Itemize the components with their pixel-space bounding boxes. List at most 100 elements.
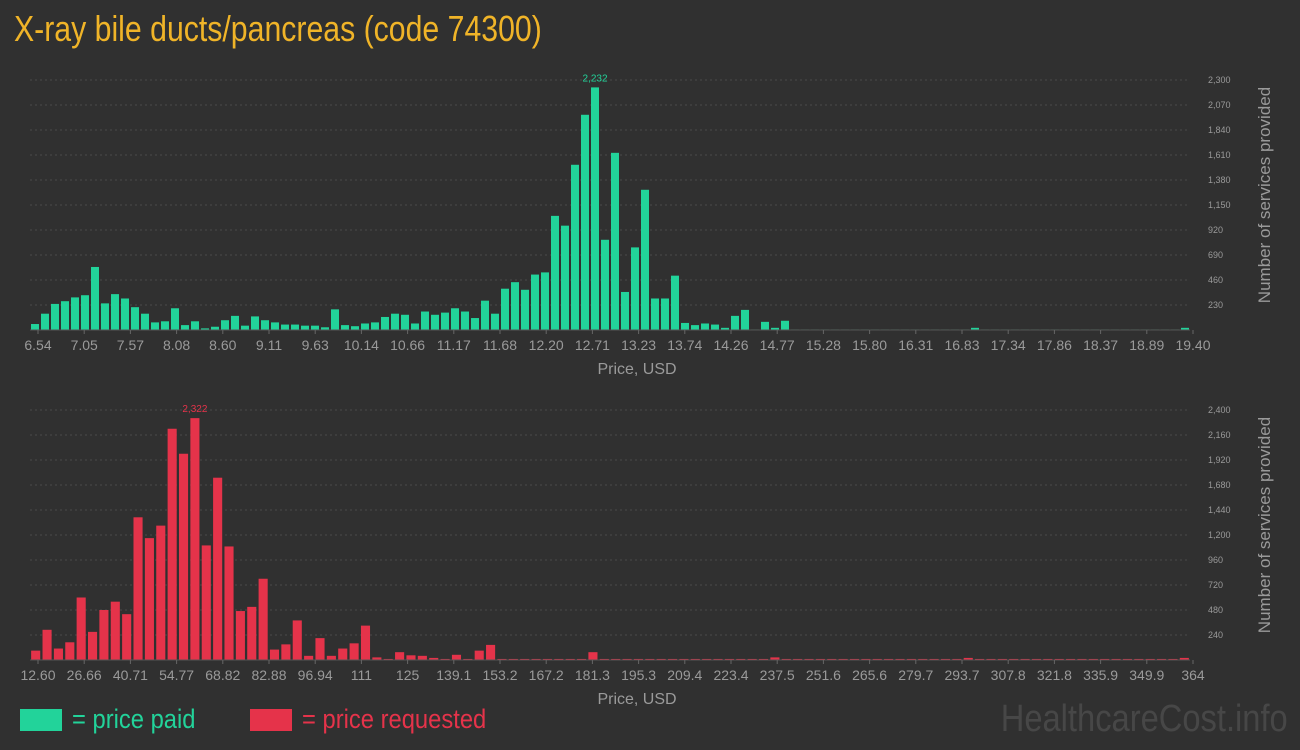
- bar: [971, 327, 979, 330]
- bar: [281, 324, 289, 330]
- bar: [701, 323, 709, 330]
- x-tick-label: 10.66: [390, 337, 425, 353]
- bar: [141, 313, 149, 330]
- bar: [690, 658, 700, 660]
- x-tick-label: 335.9: [1083, 667, 1118, 683]
- bar: [747, 658, 757, 660]
- x-tick-label: 9.63: [302, 337, 329, 353]
- x-tick-label: 8.60: [209, 337, 236, 353]
- y-tick-label: 230: [1208, 300, 1223, 310]
- bar: [338, 648, 348, 660]
- bar: [111, 294, 119, 330]
- bar: [771, 327, 779, 330]
- x-tick-label: 7.05: [71, 337, 98, 353]
- bar: [491, 313, 499, 330]
- bar: [520, 658, 530, 660]
- x-tick-label: 18.37: [1083, 337, 1118, 353]
- bar: [611, 658, 621, 660]
- bar: [611, 152, 619, 330]
- bar: [321, 327, 329, 330]
- x-tick-label: 251.6: [806, 667, 841, 683]
- bar: [88, 631, 98, 660]
- bar: [131, 307, 139, 330]
- bar: [521, 289, 529, 330]
- x-tick-label: 12.71: [575, 337, 610, 353]
- bar: [201, 545, 211, 660]
- bar: [211, 326, 219, 330]
- x-tick-label: 54.77: [159, 667, 194, 683]
- x-tick-label: 7.57: [117, 337, 144, 353]
- x-tick-label: 195.3: [621, 667, 656, 683]
- x-tick-label: 82.88: [251, 667, 286, 683]
- bar: [122, 614, 132, 660]
- x-tick-label: 16.83: [944, 337, 979, 353]
- bar: [599, 658, 609, 660]
- bar: [963, 657, 973, 660]
- x-tick-label: 96.94: [298, 667, 333, 683]
- x-tick-label: 16.31: [898, 337, 933, 353]
- bar: [247, 606, 257, 660]
- bar: [702, 658, 712, 660]
- bar: [372, 657, 382, 660]
- bar: [497, 658, 507, 660]
- bar: [292, 620, 302, 660]
- bar: [1054, 658, 1064, 660]
- bar: [429, 657, 439, 660]
- bar: [42, 629, 52, 660]
- bar: [1020, 658, 1030, 660]
- bar: [793, 658, 803, 660]
- bar: [474, 650, 484, 660]
- x-tick-label: 167.2: [529, 667, 564, 683]
- x-tick-label: 349.9: [1129, 667, 1164, 683]
- bar: [181, 325, 189, 330]
- bar: [81, 295, 89, 330]
- bar: [451, 654, 462, 660]
- legend-swatch-requested: [250, 708, 292, 731]
- bar: [713, 658, 723, 660]
- y-tick-label: 1,610: [1208, 150, 1231, 160]
- max-value-label: 2,232: [582, 73, 607, 84]
- x-tick-label: 12.20: [529, 337, 564, 353]
- x-tick-label: 6.54: [24, 337, 51, 353]
- bar: [631, 247, 639, 330]
- x-tick-label: 12.60: [20, 667, 55, 683]
- x-tick-label: 8.08: [163, 337, 190, 353]
- bar: [656, 658, 666, 660]
- y-tick-label: 690: [1208, 250, 1223, 260]
- y-tick-label: 2,070: [1208, 100, 1231, 110]
- bar: [360, 625, 371, 660]
- bar: [463, 658, 473, 660]
- bar: [156, 525, 166, 660]
- bar: [76, 597, 86, 660]
- bar: [952, 658, 962, 660]
- bar: [99, 610, 109, 660]
- bar: [371, 322, 379, 330]
- x-tick-label: 13.74: [667, 337, 702, 353]
- y-tick-label: 1,840: [1208, 125, 1231, 135]
- bar: [53, 648, 63, 660]
- bar: [71, 297, 79, 330]
- bar: [191, 321, 199, 330]
- bar: [251, 316, 259, 330]
- bar: [872, 658, 882, 660]
- x-tick-label: 18.89: [1129, 337, 1164, 353]
- bar: [1157, 658, 1167, 660]
- bar: [588, 652, 598, 660]
- bar: [906, 658, 916, 660]
- bar: [31, 324, 39, 330]
- bar: [421, 311, 429, 330]
- bar: [161, 321, 169, 330]
- x-tick-label: 19.40: [1175, 337, 1210, 353]
- bar: [681, 322, 689, 330]
- bar: [940, 658, 951, 660]
- bar: [51, 303, 59, 330]
- x-tick-label: 14.26: [713, 337, 748, 353]
- bar: [929, 658, 939, 660]
- bar: [61, 301, 69, 330]
- bar: [511, 282, 519, 330]
- bar: [1100, 658, 1110, 660]
- y-tick-label: 960: [1208, 555, 1223, 565]
- bar: [281, 644, 291, 660]
- bar: [591, 87, 599, 331]
- bar: [301, 325, 309, 330]
